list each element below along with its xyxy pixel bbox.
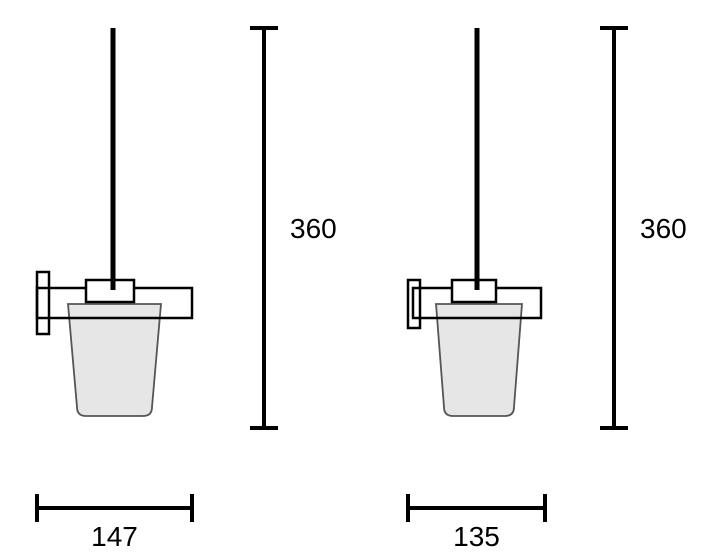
cup-side (436, 304, 522, 416)
cap-side (452, 280, 496, 302)
height-label-front: 360 (290, 213, 337, 244)
height-label-side: 360 (640, 213, 687, 244)
cap-front (86, 280, 134, 302)
cup-front (68, 304, 161, 416)
width-label-front: 147 (91, 521, 138, 552)
width-label-side: 135 (453, 521, 500, 552)
